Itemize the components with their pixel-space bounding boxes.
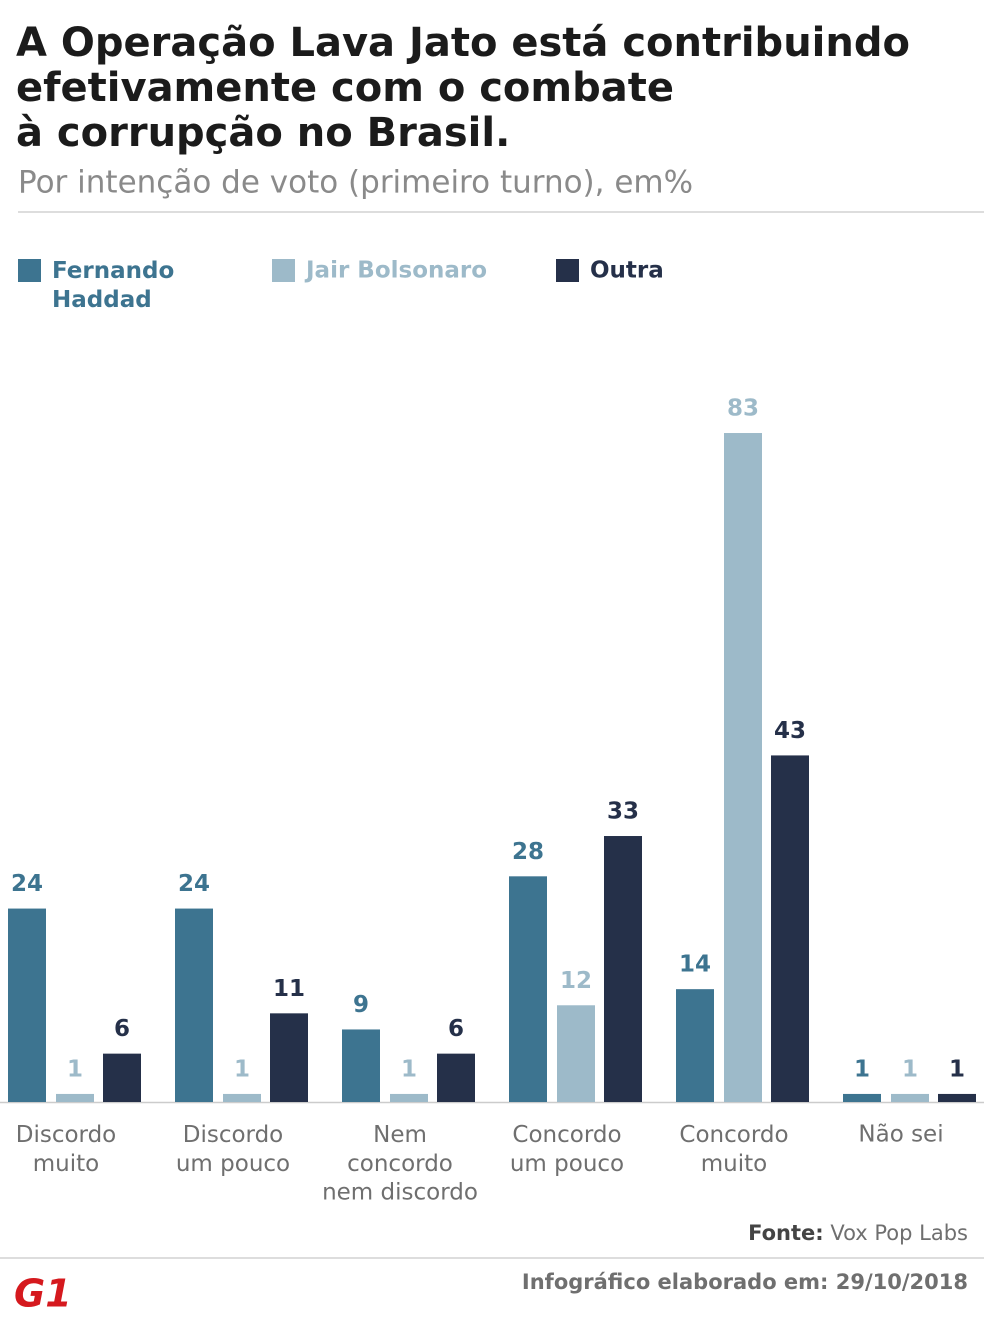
source-text: Vox Pop Labs [830,1221,968,1245]
x-tick-label: Concordo muito [679,1122,788,1177]
x-tick-label: Nem concordo nem discordo [322,1122,478,1206]
value-label: 6 [448,1016,464,1042]
legend-swatch [272,259,295,282]
x-tick-label: Discordo muito [16,1122,117,1177]
legend-label: Outra [590,258,664,284]
bar [557,1005,595,1102]
chart-subtitle: Por intenção de voto (primeiro turno), e… [18,165,693,201]
logo: G1 [14,1272,72,1316]
value-label: 1 [902,1056,918,1082]
value-label: 24 [178,871,210,897]
legend-label: Jair Bolsonaro [304,258,487,284]
bar [437,1053,475,1102]
value-label: 6 [114,1016,130,1042]
value-label: 1 [854,1056,870,1082]
value-label: 28 [512,839,544,865]
legend-label: Fernando Haddad [52,258,174,313]
value-label: 12 [560,968,592,994]
value-label: 43 [774,718,806,744]
chart-title: à corrupção no Brasil. [16,110,510,156]
legend-swatch [18,259,41,282]
value-label: 33 [607,799,639,825]
chart-title: efetivamente com o combate [16,65,674,111]
bar [390,1093,428,1102]
bar [604,836,642,1102]
x-tick-label: Concordo um pouco [510,1122,624,1177]
bar [8,908,46,1102]
bar [676,989,714,1102]
value-label: 1 [401,1056,417,1082]
x-tick-label: Não sei [858,1122,943,1148]
bar [891,1093,929,1102]
bar [103,1053,141,1102]
value-label: 1 [67,1056,83,1082]
bar [509,876,547,1102]
bar [843,1093,881,1102]
chart-title: A Operação Lava Jato está contribuindo [16,20,910,66]
bar [223,1093,261,1102]
value-label: 11 [273,976,305,1002]
bar [270,1013,308,1102]
legend-swatch [556,259,579,282]
value-label: 14 [679,952,711,978]
source-label: Fonte: [748,1221,824,1245]
bar [56,1093,94,1102]
bar [175,908,213,1102]
value-label: 1 [234,1056,250,1082]
bar [724,433,762,1102]
bar [938,1093,976,1102]
value-label: 1 [949,1056,965,1082]
footer: Infográfico elaborado em: 29/10/2018 [522,1270,968,1294]
source: Fonte: Vox Pop Labs [748,1221,968,1245]
value-label: 24 [11,871,43,897]
bar [342,1029,380,1102]
bar [771,755,809,1102]
value-label: 9 [353,992,369,1018]
x-tick-label: Discordo um pouco [176,1122,290,1177]
value-label: 83 [727,396,759,422]
